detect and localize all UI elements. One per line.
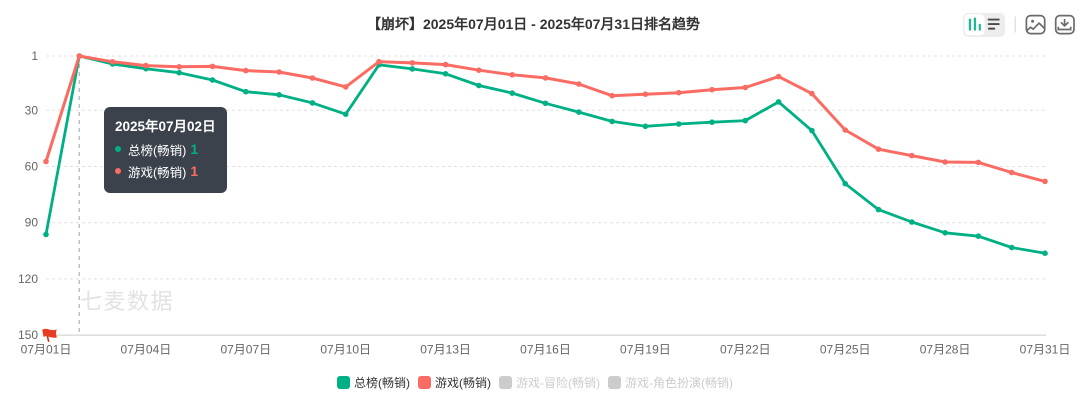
svg-text:1: 1 <box>31 49 38 63</box>
svg-text:90: 90 <box>25 216 39 230</box>
svg-text:07月22日: 07月22日 <box>720 343 771 357</box>
svg-text:30: 30 <box>25 103 39 117</box>
svg-text:120: 120 <box>18 272 38 286</box>
svg-text:07月31日: 07月31日 <box>1020 343 1071 357</box>
svg-text:150: 150 <box>18 328 38 342</box>
svg-text:07月01日: 07月01日 <box>21 343 72 357</box>
svg-text:07月10日: 07月10日 <box>320 343 371 357</box>
svg-text:07月19日: 07月19日 <box>620 343 671 357</box>
svg-text:07月25日: 07月25日 <box>820 343 871 357</box>
svg-text:07月04日: 07月04日 <box>121 343 172 357</box>
svg-text:07月07日: 07月07日 <box>220 343 271 357</box>
svg-text:07月16日: 07月16日 <box>520 343 571 357</box>
svg-text:07月28日: 07月28日 <box>920 343 971 357</box>
svg-text:60: 60 <box>25 160 39 174</box>
svg-text:07月13日: 07月13日 <box>420 343 471 357</box>
